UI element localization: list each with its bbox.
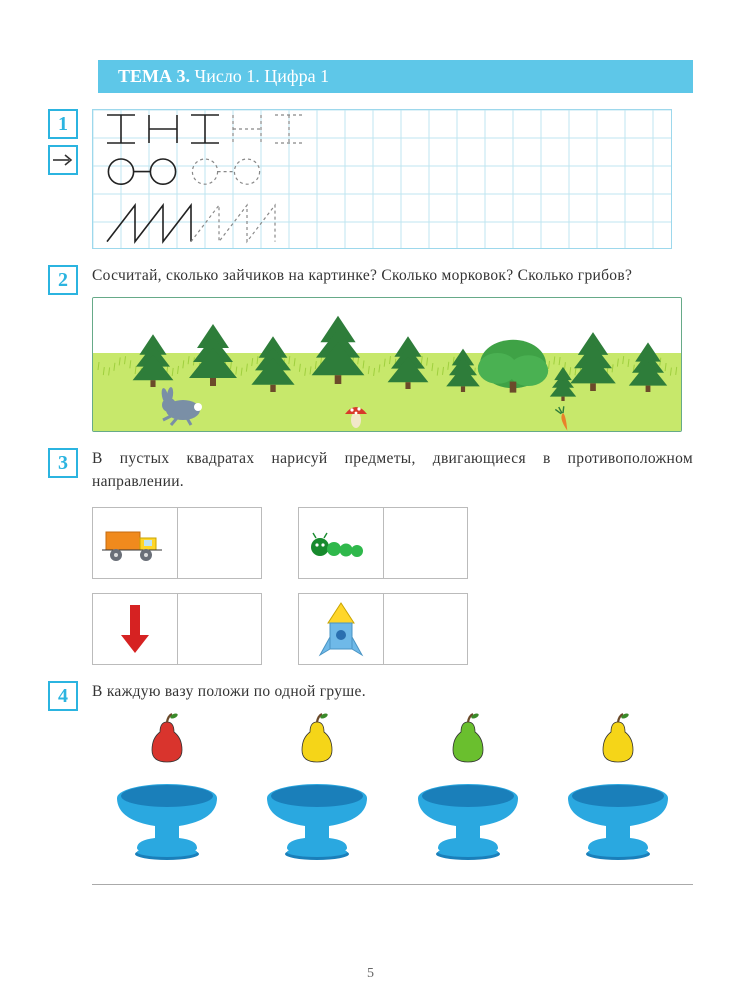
task-number: 2 [48, 265, 78, 295]
tracing-shapes [93, 110, 672, 249]
empty-cell[interactable] [178, 508, 262, 578]
task-number: 1 [48, 109, 78, 139]
direction-pair-rocket [298, 593, 468, 665]
pear-icon [144, 712, 190, 766]
empty-cell[interactable] [384, 594, 468, 664]
task-number: 4 [48, 681, 78, 711]
pear-icon [595, 712, 641, 766]
direction-pair-truck [92, 507, 262, 579]
task-2: 2 Сосчитай, сколько зайчиков на картинке… [48, 265, 693, 432]
forest-illustration [92, 297, 682, 432]
empty-cell[interactable] [384, 508, 468, 578]
topic-title: Число 1. Цифра 1 [195, 66, 330, 86]
forest-svg [93, 298, 682, 432]
pear-vase-unit [558, 712, 678, 866]
pear-icon [294, 712, 340, 766]
direction-pair-caterpillar [298, 507, 468, 579]
pear-vase-unit [408, 712, 528, 866]
arrow-cell [93, 594, 178, 664]
task-number: 3 [48, 448, 78, 478]
direction-arrow-icon [48, 145, 78, 175]
task-4: 4 В каждую вазу положи по одной груше. [48, 681, 693, 884]
truck-cell [93, 508, 178, 578]
vase-icon [107, 776, 227, 866]
pear-icon [445, 712, 491, 766]
bottom-rule [92, 884, 693, 885]
pear-vase-unit [257, 712, 377, 866]
task-text: В каждую вазу положи по одной груше. [92, 681, 693, 703]
direction-pair-arrow [92, 593, 262, 665]
topic-header: ТЕМА 3. Число 1. Цифра 1 [98, 60, 693, 93]
page-number: 5 [0, 966, 741, 982]
pears-vases-row [92, 712, 693, 866]
writing-grid [92, 109, 672, 249]
empty-cell[interactable] [178, 594, 262, 664]
task-text: В пустых квадратах нарисуй предметы, дви… [92, 448, 693, 493]
task-3: 3 В пустых квадратах нарисуй предметы, д… [48, 448, 693, 665]
pear-vase-unit [107, 712, 227, 866]
caterpillar-cell [299, 508, 384, 578]
task-text: Сосчитай, сколько зайчиков на картинке? … [92, 265, 693, 287]
rocket-cell [299, 594, 384, 664]
task-1: 1 [48, 109, 693, 249]
vase-icon [558, 776, 678, 866]
vase-icon [408, 776, 528, 866]
vase-icon [257, 776, 377, 866]
topic-label: ТЕМА 3. [118, 66, 190, 86]
